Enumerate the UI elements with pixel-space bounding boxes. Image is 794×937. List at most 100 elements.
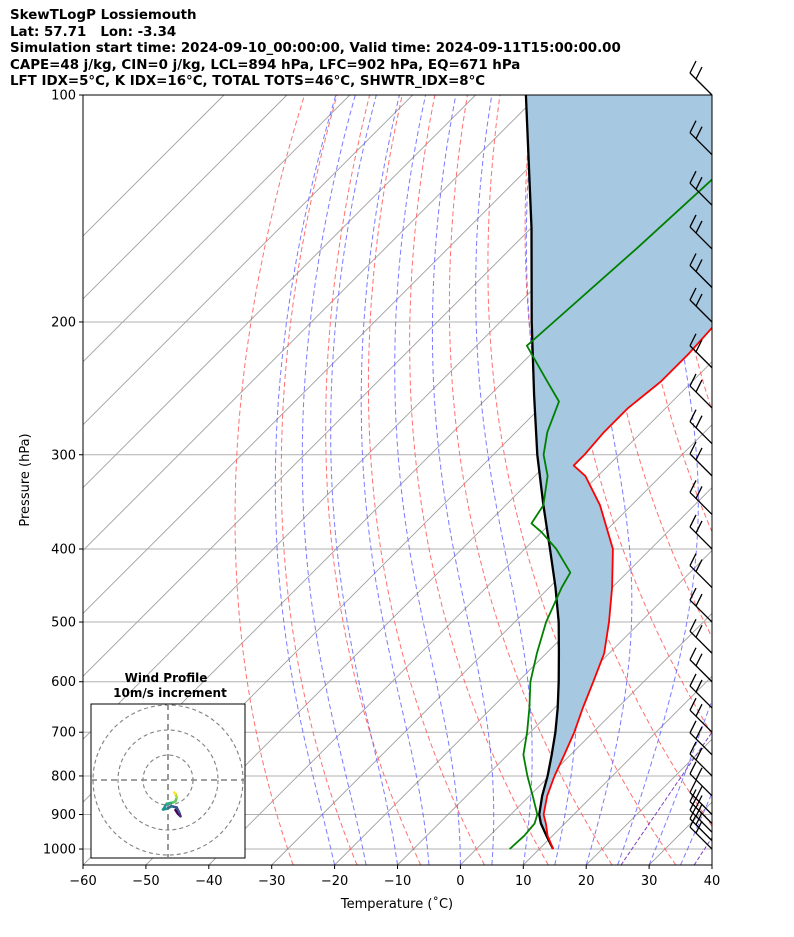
wind-barb-flag [689, 60, 697, 74]
wind-barb-flag [695, 559, 703, 572]
moist-adiabat [617, 95, 699, 865]
x-tick-label: −30 [258, 874, 285, 889]
y-tick-label: 300 [51, 448, 76, 463]
wind-barb-flag [689, 480, 697, 493]
isotherm-line [522, 675, 712, 865]
wind-barb-staff [689, 299, 713, 323]
isotherm-line [83, 95, 225, 237]
wind-barb-flag [689, 780, 697, 793]
x-tick-label: −40 [195, 874, 222, 889]
wind-barb-staff [689, 182, 713, 206]
wind-barb-flag [689, 761, 697, 775]
wind-barb [689, 761, 713, 797]
dry-adiabat [728, 95, 794, 865]
dry-adiabat [325, 95, 422, 865]
isotherm-line [83, 95, 351, 363]
wind-barb-staff [689, 599, 713, 623]
wind-barb-flag [695, 66, 703, 80]
x-tick-label: −10 [384, 874, 411, 889]
dry-adiabat [448, 95, 613, 865]
wind-barb [689, 287, 713, 323]
wind-barb-flag [689, 287, 697, 301]
wind-barb-flag [695, 379, 703, 393]
wind-barb-staff [689, 630, 713, 654]
dry-adiabat [280, 95, 358, 865]
chart-title-block: SkewTLogP Lossiemouth Lat: 57.71 Lon: -3… [10, 8, 621, 91]
mixing-ratio-line [620, 731, 712, 865]
wind-barb-flag [695, 767, 703, 781]
wind-barb [689, 814, 713, 850]
wind-barb-flag [689, 720, 697, 734]
wind-barb [689, 373, 713, 409]
wind-barb-flag [695, 679, 703, 693]
wind-barb-staff [689, 773, 713, 797]
x-tick-label: 0 [456, 874, 464, 889]
dry-adiabat [409, 95, 549, 865]
y-tick-label: 800 [51, 769, 76, 784]
wind-barb-staff [689, 265, 713, 288]
wind-barb-staff [689, 801, 713, 824]
stability-indices: LFT IDX=5°C, K IDX=16°C, TOTAL TOTS=46°C… [10, 74, 486, 90]
inset-title: Wind Profile [125, 671, 208, 685]
wind-barb-staff [689, 226, 713, 250]
moist-adiabat [274, 95, 337, 865]
wind-barb-flag [695, 795, 703, 808]
wind-barb [689, 214, 713, 250]
profile-lines [509, 95, 712, 850]
wind-barb-staff [689, 453, 713, 477]
x-tick-label: 20 [578, 874, 595, 889]
wind-barb-staff [689, 753, 713, 777]
parcel-profile-line [524, 95, 561, 850]
wind-barb [689, 441, 713, 477]
isotherm-line [711, 864, 712, 865]
wind-barb [689, 697, 713, 733]
wind-barb-flag [689, 441, 697, 455]
wind-barb-flag [689, 789, 697, 802]
wind-barb-staff [689, 818, 713, 842]
wind-barb [689, 333, 713, 369]
simulation-times: Simulation start time: 2024-09-10_00:00:… [10, 41, 621, 57]
wind-barb [689, 673, 713, 709]
wind-barb-flag [695, 726, 703, 740]
wind-barb-flag [695, 747, 703, 761]
x-tick-label: −50 [132, 874, 159, 889]
isotherm-line [83, 95, 414, 426]
wind-barb-flag [689, 673, 697, 687]
wind-barb-flag [689, 514, 697, 528]
moist-adiabat [330, 95, 398, 865]
x-tick-label: 40 [704, 874, 721, 889]
wind-barb-staff [689, 792, 713, 815]
moist-adiabat [680, 791, 712, 865]
hodograph [91, 704, 245, 858]
wind-barb-flag [695, 447, 703, 461]
y-tick-label: 100 [51, 89, 76, 104]
wind-barbs [689, 60, 713, 850]
wind-barb-flag [689, 553, 697, 566]
moist-adiabat [648, 698, 712, 865]
isotherm-line [775, 95, 794, 865]
x-axis: −60 −50 −40 −30 −20 −10 0 10 20 30 40 [69, 865, 720, 889]
wind-barb [689, 789, 713, 824]
moist-adiabat [301, 95, 367, 865]
isotherm-line [271, 424, 712, 865]
wind-barb-flag [695, 259, 703, 272]
dry-adiabat [367, 95, 485, 865]
wind-barb-flag [689, 797, 697, 811]
station-title: SkewTLogP Lossiemouth [10, 8, 197, 23]
wind-barb-flag [695, 786, 703, 799]
wind-barb-staff [689, 345, 713, 369]
wind-barb-flag [695, 415, 703, 428]
wind-barb-staff [689, 421, 713, 445]
x-tick-label: 10 [515, 874, 532, 889]
station-coordinates: Lat: 57.71 Lon: -3.34 [10, 24, 177, 40]
wind-barb-flag [695, 703, 703, 717]
hodograph-segment [173, 791, 177, 795]
wind-barb-staff [689, 492, 713, 515]
wind-barb-flag [695, 812, 703, 826]
wind-barb [689, 720, 713, 756]
wind-barb-flag [695, 126, 703, 139]
wind-barb-flag [695, 653, 703, 667]
wind-barb [689, 170, 713, 206]
wind-barb [689, 618, 713, 654]
wind-barb [689, 797, 713, 833]
